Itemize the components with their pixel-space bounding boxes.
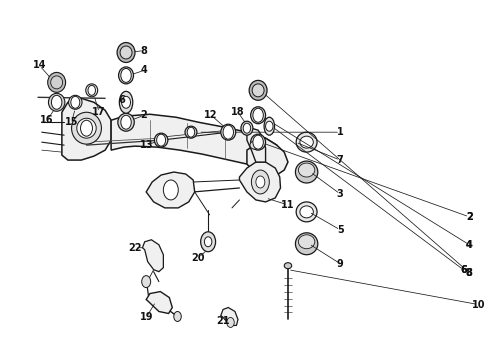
Text: 6: 6: [460, 265, 466, 275]
Text: 4: 4: [466, 240, 473, 250]
Circle shape: [201, 232, 216, 252]
Text: 2: 2: [141, 110, 147, 120]
Text: 22: 22: [128, 243, 142, 253]
Ellipse shape: [250, 141, 259, 149]
Text: 20: 20: [192, 253, 205, 263]
Text: 7: 7: [337, 155, 343, 165]
Circle shape: [80, 120, 93, 136]
Text: 16: 16: [40, 115, 54, 125]
Circle shape: [157, 134, 166, 146]
Ellipse shape: [300, 136, 313, 148]
Ellipse shape: [298, 163, 315, 177]
Text: 8: 8: [466, 267, 473, 278]
Polygon shape: [247, 128, 266, 162]
Text: 6: 6: [118, 95, 125, 105]
Polygon shape: [221, 307, 238, 325]
Circle shape: [227, 318, 234, 328]
Ellipse shape: [118, 113, 134, 131]
Text: 4: 4: [466, 240, 473, 250]
Text: 12: 12: [204, 110, 218, 120]
Text: 13: 13: [140, 140, 153, 150]
Text: 11: 11: [281, 200, 294, 210]
Ellipse shape: [120, 91, 133, 113]
Circle shape: [121, 68, 131, 82]
Ellipse shape: [295, 233, 318, 255]
Circle shape: [51, 95, 62, 109]
Text: 15: 15: [65, 117, 78, 127]
Circle shape: [71, 96, 80, 108]
Ellipse shape: [69, 95, 82, 109]
Text: 9: 9: [337, 259, 343, 269]
Ellipse shape: [251, 134, 266, 150]
Ellipse shape: [284, 263, 292, 269]
Polygon shape: [247, 138, 288, 175]
Circle shape: [251, 170, 270, 194]
Text: 3: 3: [337, 189, 343, 199]
Ellipse shape: [252, 84, 264, 97]
Text: 5: 5: [337, 225, 343, 235]
Circle shape: [121, 115, 131, 129]
Polygon shape: [146, 292, 172, 314]
Ellipse shape: [300, 206, 313, 218]
Ellipse shape: [249, 80, 267, 100]
Ellipse shape: [154, 133, 168, 147]
Polygon shape: [240, 162, 280, 202]
Ellipse shape: [296, 132, 317, 152]
Ellipse shape: [185, 126, 197, 138]
Ellipse shape: [298, 235, 315, 249]
Text: 10: 10: [471, 300, 485, 310]
Text: 19: 19: [140, 312, 153, 323]
Ellipse shape: [77, 118, 96, 138]
Ellipse shape: [120, 46, 132, 59]
Text: 18: 18: [231, 107, 245, 117]
Ellipse shape: [48, 72, 66, 92]
Ellipse shape: [296, 202, 317, 222]
Circle shape: [266, 121, 273, 131]
Circle shape: [187, 127, 195, 137]
Ellipse shape: [49, 93, 65, 111]
Text: 21: 21: [216, 316, 230, 327]
Text: 2: 2: [466, 212, 473, 222]
Ellipse shape: [241, 121, 253, 135]
Text: 2: 2: [466, 212, 473, 222]
Text: 17: 17: [93, 107, 106, 117]
Circle shape: [204, 237, 212, 247]
Circle shape: [256, 176, 265, 188]
Ellipse shape: [72, 112, 101, 144]
Text: 4: 4: [141, 66, 147, 76]
Circle shape: [223, 125, 234, 139]
Text: 8: 8: [466, 267, 473, 278]
Polygon shape: [146, 172, 195, 208]
Circle shape: [253, 135, 263, 149]
Circle shape: [142, 276, 150, 288]
Text: 1: 1: [337, 127, 343, 137]
Ellipse shape: [117, 42, 135, 62]
Ellipse shape: [50, 76, 63, 89]
Ellipse shape: [86, 84, 98, 97]
Ellipse shape: [119, 67, 133, 84]
Circle shape: [88, 85, 96, 95]
Ellipse shape: [264, 117, 274, 135]
Ellipse shape: [221, 124, 236, 140]
Ellipse shape: [251, 107, 266, 124]
Circle shape: [122, 96, 130, 108]
Text: 14: 14: [33, 60, 46, 71]
Text: 6: 6: [460, 265, 466, 275]
Circle shape: [253, 108, 263, 122]
Polygon shape: [62, 98, 111, 160]
Circle shape: [163, 180, 178, 200]
Polygon shape: [143, 240, 163, 272]
Circle shape: [174, 311, 181, 321]
Circle shape: [243, 123, 251, 133]
Polygon shape: [111, 114, 280, 167]
Text: 8: 8: [141, 45, 147, 55]
Ellipse shape: [295, 161, 318, 183]
